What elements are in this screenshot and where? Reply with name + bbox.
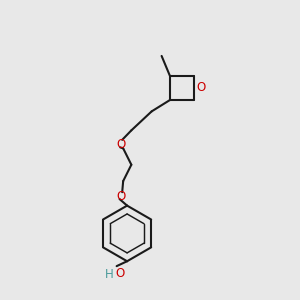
Text: H: H (105, 268, 113, 281)
Text: O: O (117, 190, 126, 203)
Text: O: O (115, 267, 124, 280)
Text: O: O (117, 138, 126, 151)
Text: O: O (196, 81, 206, 94)
